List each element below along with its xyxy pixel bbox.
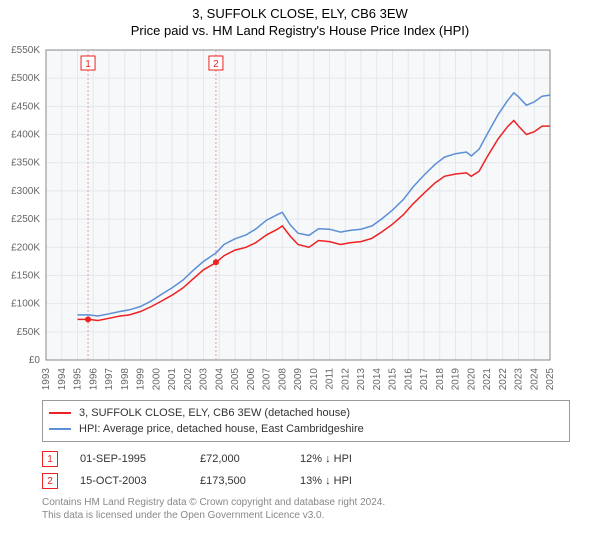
- sale-date: 15-OCT-2003: [80, 475, 200, 487]
- svg-text:2011: 2011: [325, 368, 336, 390]
- svg-text:£150K: £150K: [11, 270, 40, 281]
- sale-row: 2 15-OCT-2003£173,50013% ↓ HPI: [42, 470, 570, 492]
- footer-note: Contains HM Land Registry data © Crown c…: [42, 496, 570, 522]
- svg-text:2010: 2010: [309, 368, 320, 391]
- svg-text:£200K: £200K: [11, 242, 40, 253]
- legend-label: 3, SUFFOLK CLOSE, ELY, CB6 3EW (detached…: [79, 407, 350, 419]
- sale-marker-icon: 2: [42, 473, 58, 489]
- sale-delta: 12% ↓ HPI: [300, 453, 400, 465]
- footer-line: This data is licensed under the Open Gov…: [42, 509, 570, 522]
- sale-delta: 13% ↓ HPI: [300, 475, 400, 487]
- svg-text:2023: 2023: [514, 368, 525, 391]
- svg-text:1999: 1999: [136, 368, 147, 391]
- svg-text:2000: 2000: [151, 368, 162, 391]
- svg-text:2004: 2004: [214, 368, 225, 391]
- svg-text:£100K: £100K: [11, 299, 40, 310]
- svg-text:£250K: £250K: [11, 214, 40, 225]
- sale-marker-icon: 1: [42, 451, 58, 467]
- svg-text:2006: 2006: [246, 368, 257, 391]
- svg-text:2014: 2014: [372, 368, 383, 391]
- footer-line: Contains HM Land Registry data © Crown c…: [42, 496, 570, 509]
- svg-text:1996: 1996: [88, 368, 99, 391]
- svg-text:2002: 2002: [183, 368, 194, 391]
- svg-text:2016: 2016: [403, 368, 414, 391]
- svg-text:1997: 1997: [104, 368, 115, 391]
- svg-text:£400K: £400K: [11, 130, 40, 141]
- svg-text:2015: 2015: [388, 368, 399, 391]
- svg-text:2003: 2003: [199, 368, 210, 391]
- svg-text:£0: £0: [29, 355, 41, 366]
- svg-text:2013: 2013: [356, 368, 367, 391]
- svg-text:1994: 1994: [57, 368, 68, 391]
- line-chart: £0 £50K £100K £150K £200K £250K £300K £350K £400…: [0, 42, 560, 392]
- svg-text:2: 2: [213, 59, 219, 70]
- legend-swatch: [49, 412, 71, 414]
- svg-text:£350K: £350K: [11, 158, 40, 169]
- sale-row: 1 01-SEP-1995£72,00012% ↓ HPI: [42, 448, 570, 470]
- sale-price: £173,500: [200, 475, 300, 487]
- svg-text:2009: 2009: [293, 368, 304, 391]
- svg-text:2012: 2012: [340, 368, 351, 391]
- svg-text:2019: 2019: [451, 368, 462, 391]
- svg-text:2021: 2021: [482, 368, 493, 391]
- svg-text:£450K: £450K: [11, 101, 40, 112]
- svg-text:£50K: £50K: [17, 327, 41, 338]
- legend-swatch: [49, 428, 71, 430]
- svg-text:2024: 2024: [529, 368, 540, 391]
- svg-text:2001: 2001: [167, 368, 178, 391]
- svg-text:2007: 2007: [262, 368, 273, 391]
- svg-text:£300K: £300K: [11, 186, 40, 197]
- sale-date: 01-SEP-1995: [80, 453, 200, 465]
- legend: 3, SUFFOLK CLOSE, ELY, CB6 3EW (detached…: [42, 400, 570, 442]
- svg-text:£550K: £550K: [11, 45, 40, 56]
- page-title: 3, SUFFOLK CLOSE, ELY, CB6 3EW: [0, 0, 600, 21]
- svg-text:2017: 2017: [419, 368, 430, 391]
- sale-price: £72,000: [200, 453, 300, 465]
- svg-text:1995: 1995: [73, 368, 84, 391]
- legend-label: HPI: Average price, detached house, East…: [79, 423, 364, 435]
- chart-area: £0 £50K £100K £150K £200K £250K £300K £350K £400…: [0, 42, 600, 392]
- legend-item: HPI: Average price, detached house, East…: [49, 421, 563, 437]
- page-subtitle: Price paid vs. HM Land Registry's House …: [0, 21, 600, 42]
- svg-text:1998: 1998: [120, 368, 131, 391]
- svg-text:2025: 2025: [545, 368, 556, 391]
- svg-text:1: 1: [85, 59, 91, 70]
- svg-text:2008: 2008: [277, 368, 288, 391]
- svg-text:2022: 2022: [498, 368, 509, 391]
- legend-item: 3, SUFFOLK CLOSE, ELY, CB6 3EW (detached…: [49, 405, 563, 421]
- svg-text:2020: 2020: [466, 368, 477, 391]
- svg-text:1993: 1993: [41, 368, 52, 391]
- svg-text:2005: 2005: [230, 368, 241, 391]
- sales-table: 1 01-SEP-1995£72,00012% ↓ HPI 2 15-OCT-2003…: [42, 448, 570, 492]
- svg-text:£500K: £500K: [11, 73, 40, 84]
- svg-text:2018: 2018: [435, 368, 446, 391]
